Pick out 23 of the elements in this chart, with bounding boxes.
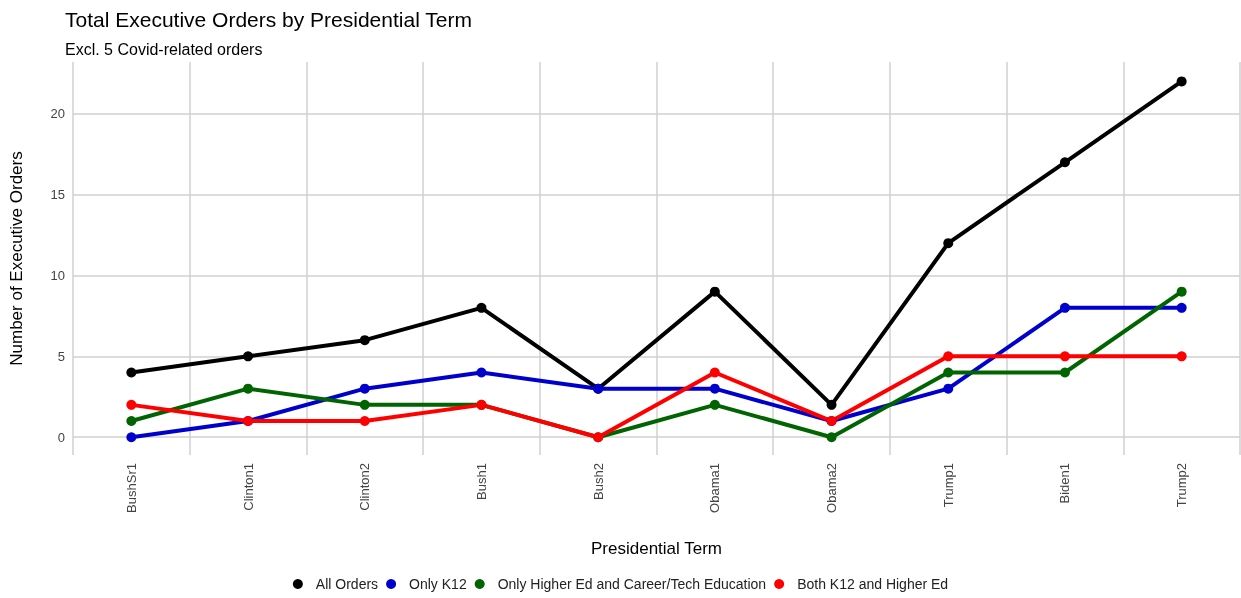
x-tick-label: Obama2	[824, 463, 840, 513]
chart-subtitle: Excl. 5 Covid-related orders	[65, 40, 263, 58]
x-tick-label: Clinton2	[357, 463, 373, 511]
legend-label: Both K12 and Higher Ed	[797, 576, 949, 592]
x-tick-label: Biden1	[1057, 463, 1073, 504]
x-tick-label: Trump1	[940, 463, 956, 508]
y-axis-title: Number of Executive Orders	[7, 151, 26, 366]
y-tick-label: 20	[50, 106, 65, 122]
legend-label: Only Higher Ed and Career/Tech Education	[497, 576, 767, 592]
x-tick-label: Bush2	[590, 463, 606, 500]
legend-label: All Orders	[315, 576, 379, 592]
legend-label: Only K12	[409, 576, 467, 592]
y-tick-label: 10	[50, 267, 65, 283]
x-axis-title: Presidential Term	[590, 539, 723, 558]
x-tick-label: Bush1	[473, 463, 489, 500]
x-tick-label: Trump2	[1174, 463, 1190, 508]
y-tick-label: 0	[57, 429, 65, 445]
x-tick-label: BushSr1	[123, 463, 139, 513]
x-tick-label: Obama1	[707, 463, 723, 513]
chart-title: Total Executive Orders by Presidential Term	[65, 8, 472, 31]
x-tick-label: Clinton1	[240, 463, 256, 511]
y-tick-label: 5	[57, 348, 65, 364]
y-tick-label: 15	[50, 187, 65, 203]
